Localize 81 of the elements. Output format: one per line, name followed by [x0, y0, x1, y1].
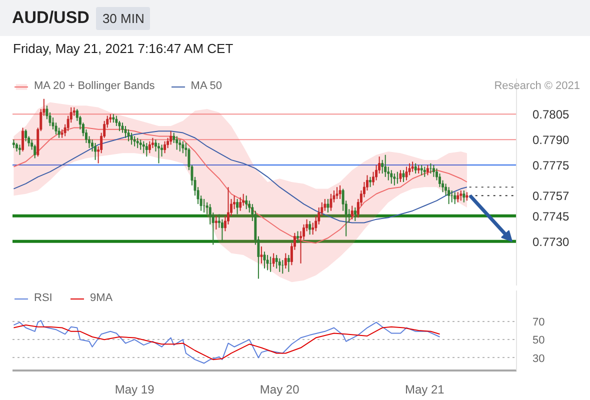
candlestick [176, 136, 178, 150]
candlestick [145, 142, 148, 158]
candlestick [139, 139, 142, 150]
candlestick [260, 246, 263, 264]
candlestick [236, 198, 239, 215]
candlestick [432, 164, 435, 178]
candlestick [22, 127, 24, 152]
y-tick-label: 0.7757 [532, 189, 570, 204]
candlestick [182, 140, 184, 154]
candlestick [426, 164, 429, 176]
x-tick-label: May 21 [404, 382, 445, 396]
candlestick [336, 186, 338, 200]
y-tick-label: 0.7790 [532, 133, 570, 148]
candlestick [420, 164, 423, 176]
candlestick [136, 137, 139, 149]
candlestick [164, 140, 166, 154]
candlestick [414, 162, 417, 174]
candlestick [381, 159, 384, 174]
candlestick [263, 251, 266, 270]
candlestick [393, 173, 396, 186]
candlestick [245, 195, 248, 210]
candlestick [142, 140, 145, 154]
candlestick [338, 184, 342, 200]
candlestick [308, 220, 312, 236]
candlestick [115, 115, 118, 127]
candlestick [278, 258, 281, 272]
candlestick [423, 166, 426, 178]
candlestick [354, 206, 356, 222]
candlestick [151, 137, 154, 149]
candlestick [330, 193, 332, 212]
text: 30 MIN [96, 6, 150, 30]
candlestick [287, 254, 290, 272]
candlestick [326, 198, 330, 214]
y-tick-label: 30 [532, 352, 545, 365]
candlestick [390, 170, 393, 184]
annotation: Research © 2021 [494, 80, 580, 93]
y-tick-label: 0.7805 [532, 108, 570, 122]
legend-label: 9MA [90, 292, 113, 304]
candlestick [158, 142, 160, 164]
candlestick [411, 161, 414, 172]
candlestick [369, 176, 372, 188]
candlestick [239, 196, 242, 212]
candlestick [296, 230, 299, 244]
candlestick [448, 186, 450, 205]
candlestick [405, 166, 408, 181]
y-tick-label: 0.7745 [532, 209, 570, 224]
candlestick [350, 205, 354, 220]
candlestick [272, 252, 275, 268]
candlestick [384, 154, 387, 178]
y-tick-label: 70 [532, 316, 545, 328]
candlestick [170, 130, 172, 146]
line-series [13, 130, 468, 224]
candlestick [178, 139, 182, 152]
candlestick [18, 144, 21, 156]
candlestick [399, 170, 402, 182]
candlestick [402, 170, 405, 182]
candlestick [454, 192, 456, 205]
legend-label: MA 20 + Bollinger Bands [34, 80, 155, 92]
legend-label: RSI [34, 292, 54, 304]
candlestick [284, 252, 287, 270]
candlestick [127, 128, 130, 142]
candlestick [462, 190, 466, 203]
candlestick [148, 140, 151, 154]
y-tick-label: 0.7775 [532, 158, 570, 173]
y-tick-label: 0.7730 [532, 234, 570, 249]
chart-subtitle: Friday, May 21, 2021 7:16:47 AM CET [12, 40, 234, 57]
x-tick-label: May 19 [114, 382, 155, 396]
candlestick [456, 192, 460, 203]
legend-label: MA 50 [190, 80, 222, 92]
candlestick [266, 254, 269, 271]
candlestick [130, 132, 133, 146]
candlestick [124, 126, 127, 138]
candlestick [460, 190, 462, 202]
chart-title: AUD/USD [12, 8, 90, 28]
candlestick [275, 254, 278, 270]
candlestick [118, 120, 121, 132]
candlestick [214, 215, 218, 230]
y-tick-label: 50 [532, 334, 545, 347]
candlestick [94, 142, 97, 160]
candlestick [133, 136, 136, 147]
x-tick-label: May 20 [260, 382, 300, 396]
